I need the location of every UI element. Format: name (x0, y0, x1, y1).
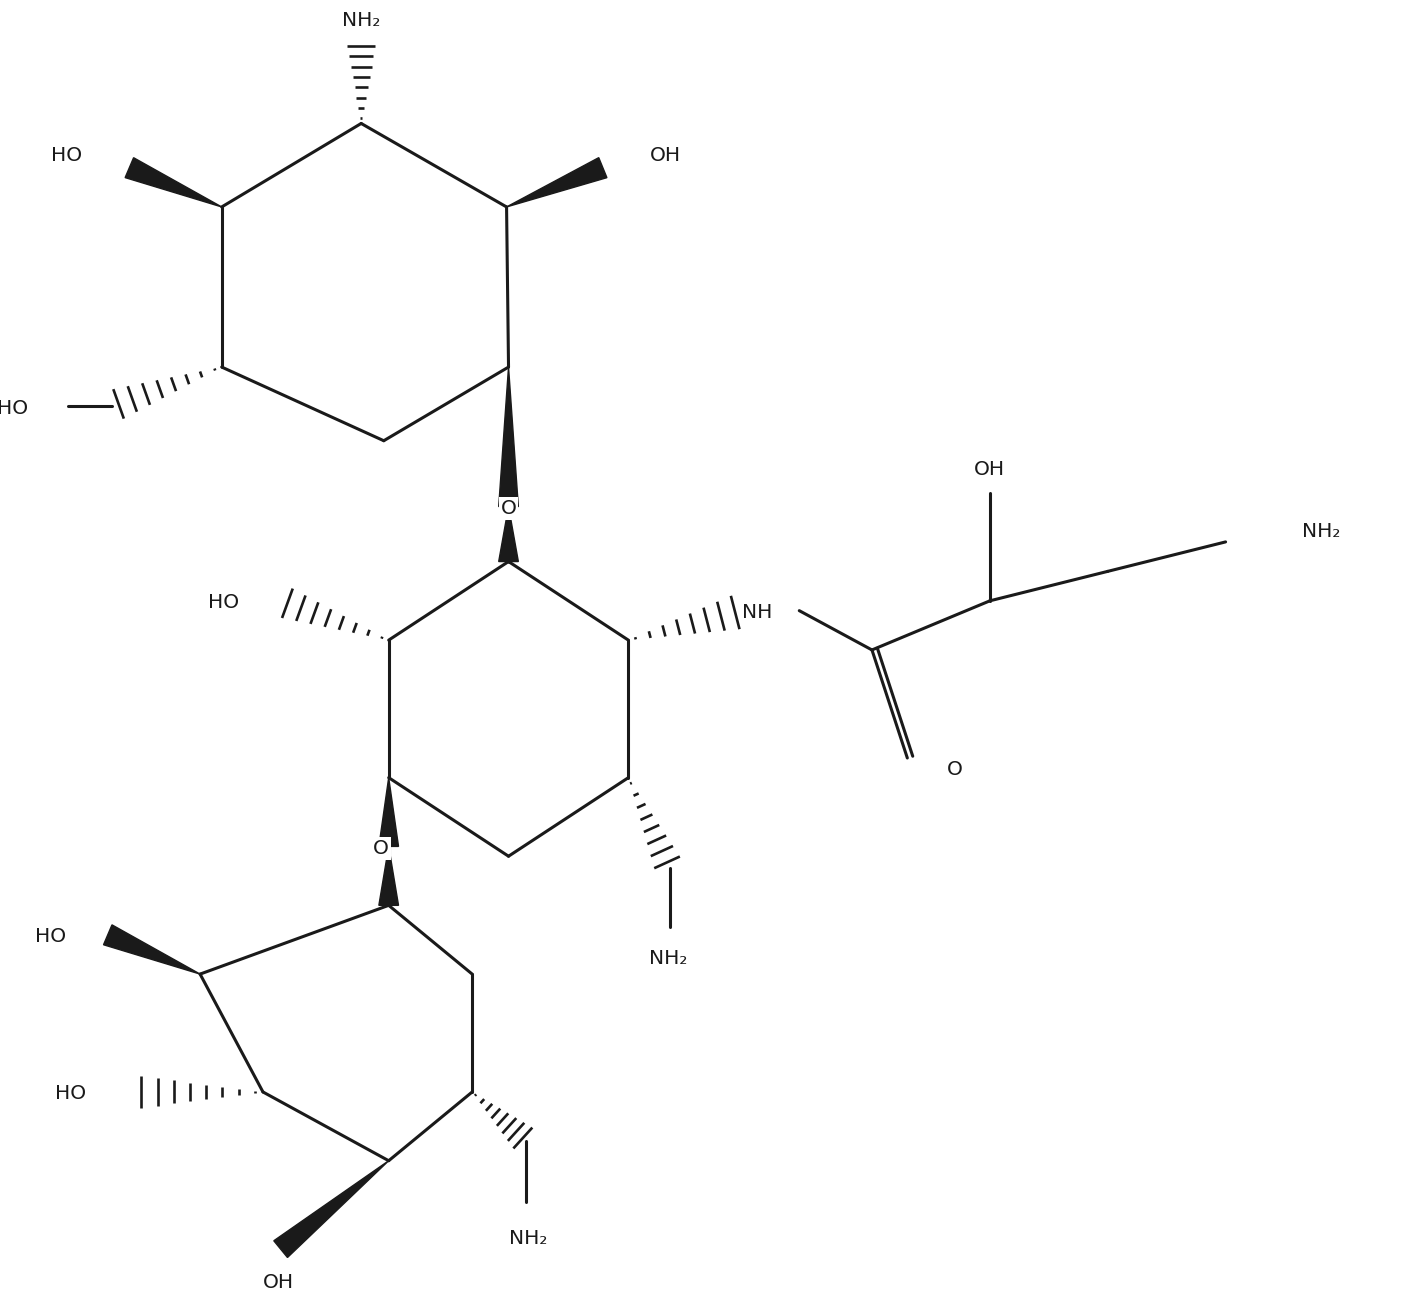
Text: HO: HO (56, 1085, 87, 1103)
Text: NH₂: NH₂ (1302, 521, 1340, 541)
Polygon shape (273, 1161, 389, 1258)
Text: NH₂: NH₂ (508, 1229, 547, 1248)
Text: HO: HO (208, 593, 239, 612)
Text: O: O (947, 760, 963, 779)
Polygon shape (379, 846, 399, 905)
Text: O: O (373, 838, 389, 858)
Polygon shape (498, 367, 518, 507)
Text: NH₂: NH₂ (649, 948, 688, 968)
Text: OH: OH (974, 460, 1005, 478)
Polygon shape (498, 507, 518, 562)
Text: OH: OH (649, 147, 681, 165)
Polygon shape (507, 157, 607, 207)
Text: HO: HO (36, 927, 67, 946)
Text: OH: OH (263, 1273, 295, 1292)
Text: HO: HO (0, 398, 28, 418)
Text: HO: HO (51, 147, 83, 165)
Text: NH: NH (742, 603, 773, 622)
Text: O: O (501, 499, 517, 517)
Polygon shape (125, 157, 222, 207)
Text: NH₂: NH₂ (342, 10, 380, 30)
Polygon shape (104, 925, 201, 975)
Polygon shape (379, 778, 399, 846)
